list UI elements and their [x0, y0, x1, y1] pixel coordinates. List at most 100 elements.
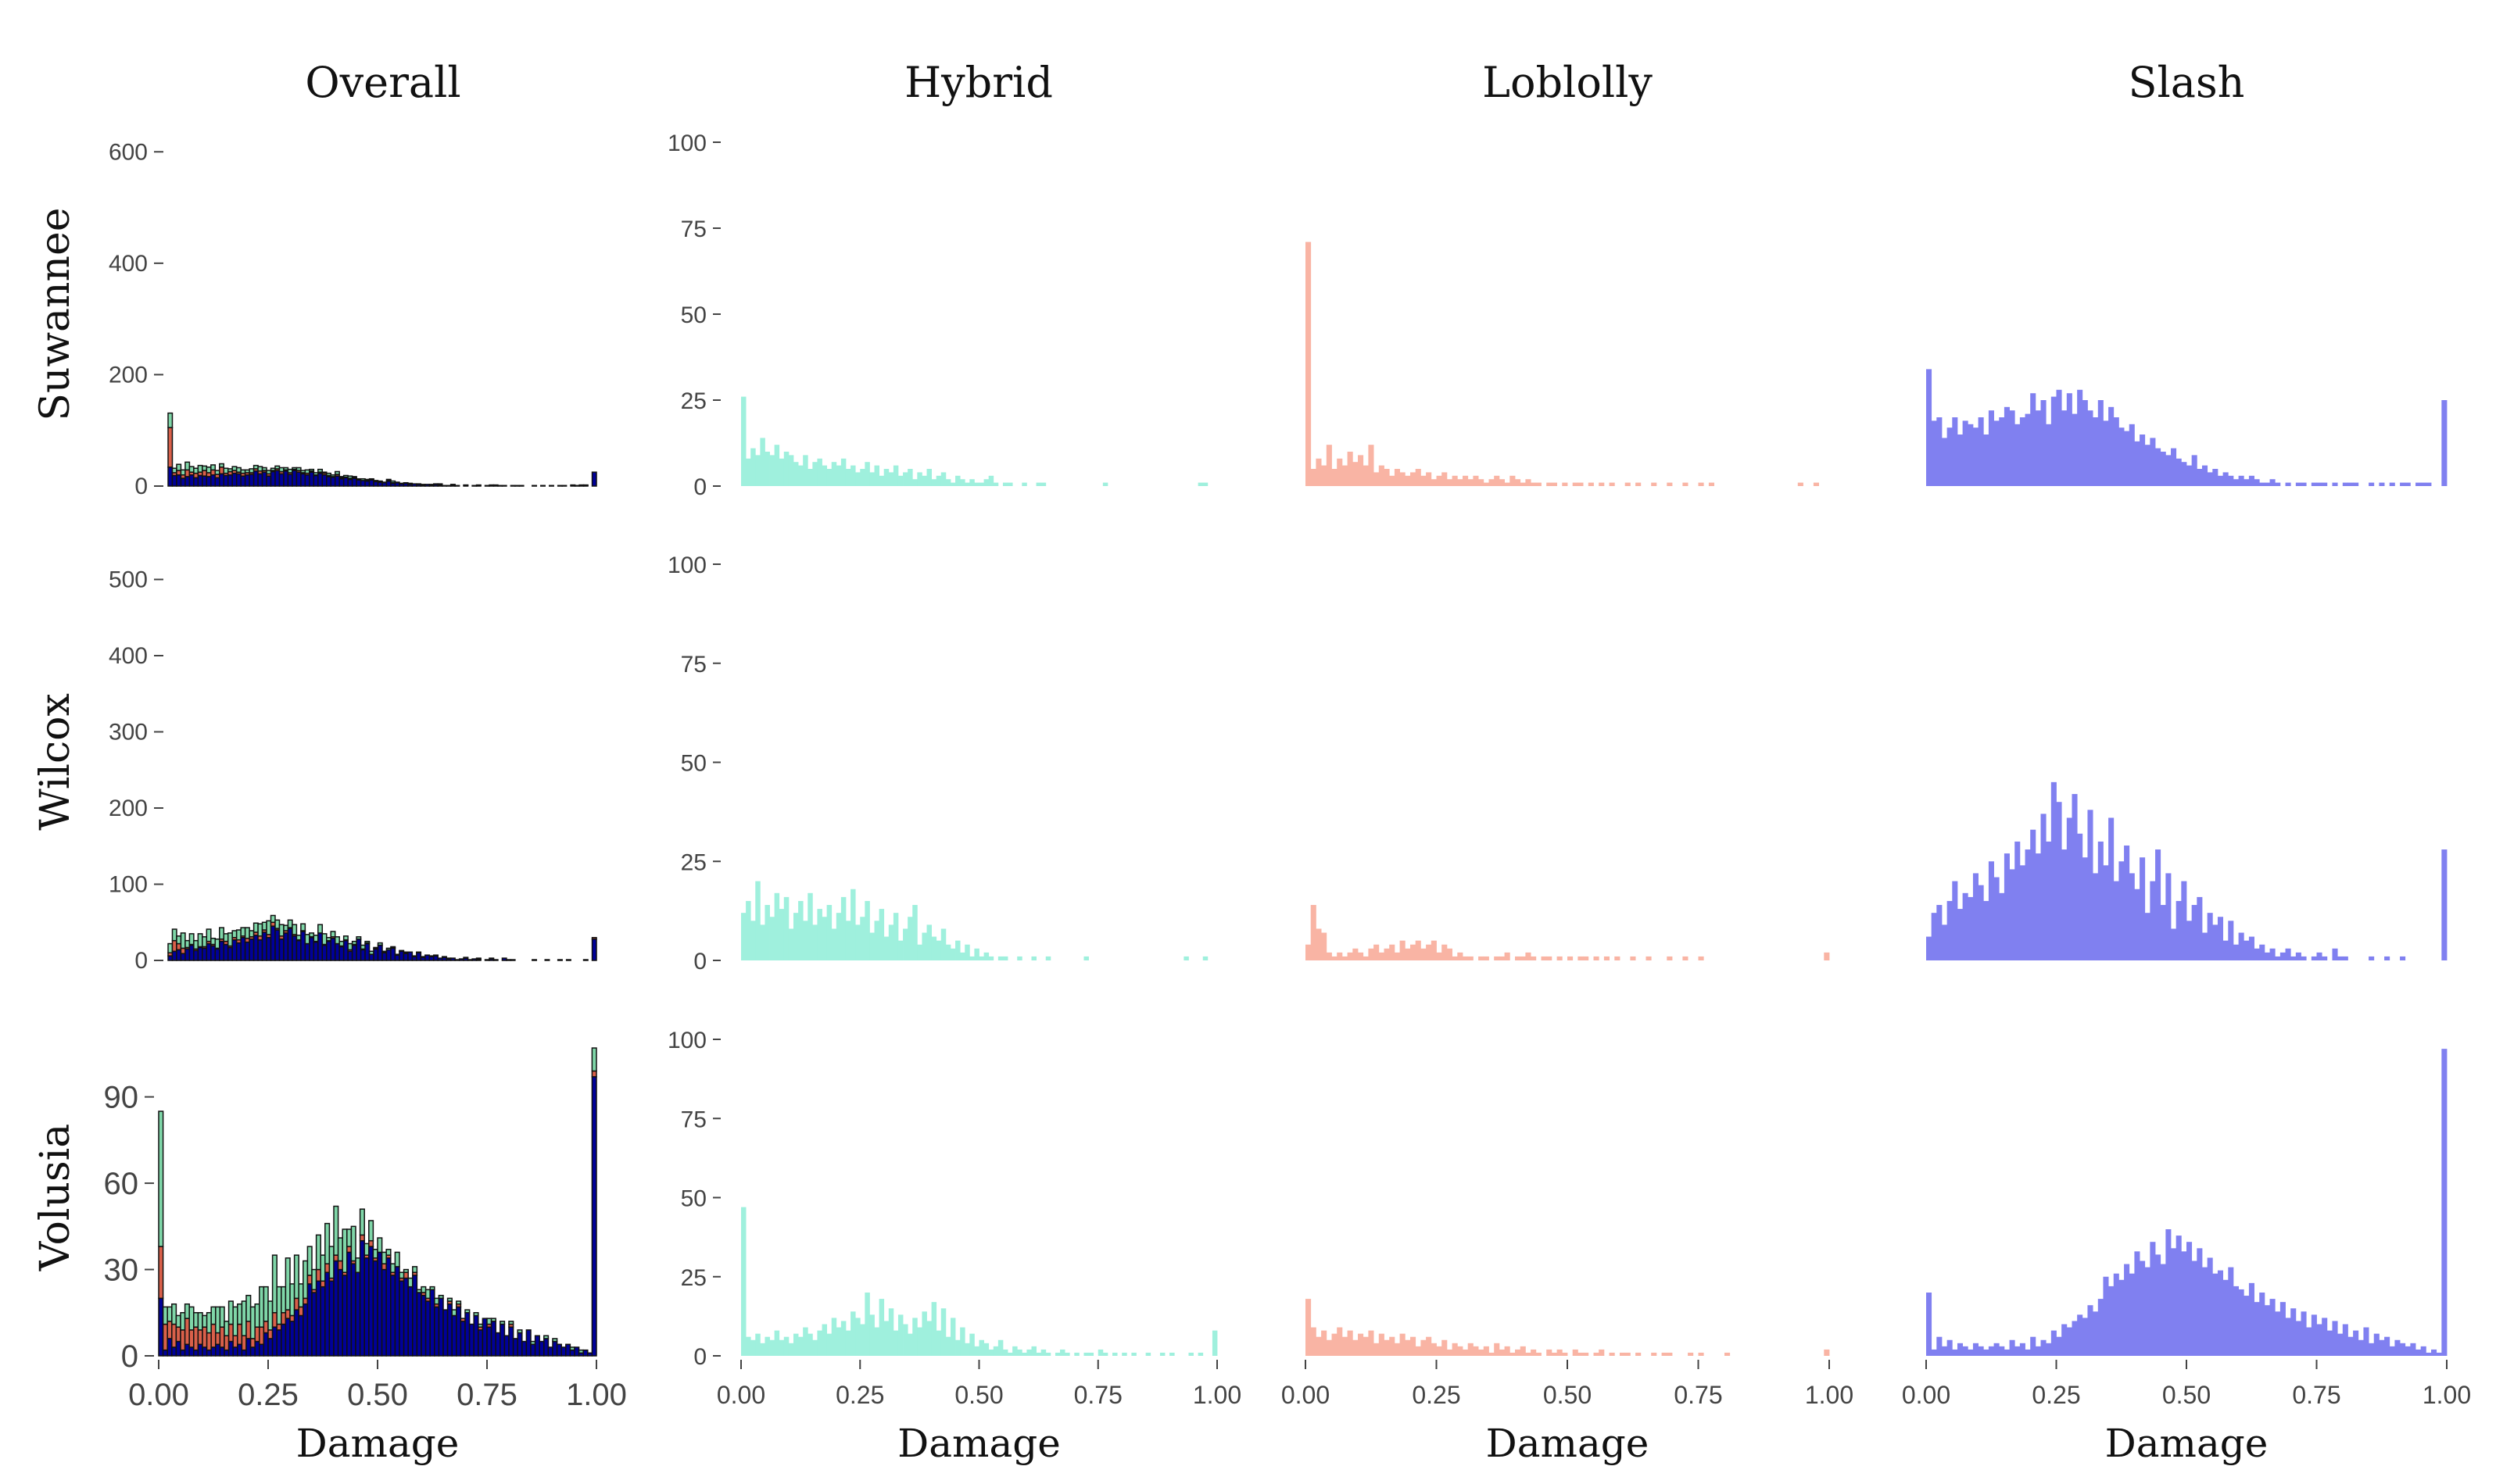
bar-volusia-loblolly-41 [1520, 1346, 1526, 1356]
overall-bar-hybrid-volusia-34 [306, 1246, 313, 1276]
ytick-label-volusia-hybrid-50: 50 [681, 1186, 707, 1212]
ytick-label-suwannee-overall-200: 200 [109, 362, 148, 388]
bar-volusia-loblolly-23 [1426, 1336, 1432, 1356]
overall-bar-slash-wilcox-20 [252, 935, 259, 961]
bar-volusia-slash-43 [2150, 1242, 2156, 1356]
bar-wilcox-loblolly-31 [1467, 956, 1474, 960]
bar-wilcox-slash-63 [2254, 948, 2260, 960]
bar-volusia-loblolly-10 [1358, 1333, 1364, 1356]
bar-wilcox-slash-54 [2207, 913, 2213, 960]
bar-suwannee-slash-32 [2093, 417, 2099, 486]
bar-volusia-slash-6 [1957, 1343, 1964, 1356]
bar-volusia-hybrid-44 [950, 1318, 956, 1356]
overall-bar-slash-volusia-22 [254, 1340, 260, 1357]
bar-volusia-loblolly-22 [1420, 1339, 1427, 1356]
overall-bar-loblolly-volusia-33 [303, 1297, 309, 1305]
overall-bar-hybrid-volusia-82 [517, 1329, 523, 1334]
overall-bar-slash-volusia-91 [556, 1343, 562, 1357]
bar-volusia-slash-89 [2389, 1346, 2395, 1356]
xtick-label-overall-3: 0.75 [457, 1378, 517, 1412]
bar-volusia-hybrid-6 [769, 1339, 775, 1356]
overall-bar-slash-volusia-40 [333, 1260, 339, 1357]
overall-bar-loblolly-volusia-1 [162, 1323, 168, 1351]
bar-wilcox-slash-56 [2217, 917, 2224, 960]
row-labels: Suwannee Wilcox Volusia [32, 207, 79, 1271]
overall-bar-hybrid-volusia-25 [267, 1300, 274, 1331]
overall-bar-hybrid-volusia-29 [285, 1257, 291, 1311]
overall-bar-slash-suwannee-33 [309, 471, 315, 487]
bar-volusia-loblolly-19 [1405, 1339, 1411, 1356]
bar-suwannee-slash-95 [2420, 482, 2426, 486]
bar-wilcox-slash-67 [2275, 956, 2281, 960]
bar-suwannee-loblolly-11 [1363, 465, 1369, 486]
bar-wilcox-slash-49 [2181, 881, 2187, 960]
overall-bar-slash-wilcox-55 [403, 953, 409, 961]
overall-bar-slash-volusia-21 [249, 1346, 256, 1357]
overall-bar-slash-volusia-95 [574, 1346, 580, 1357]
overall-bar-slash-volusia-79 [503, 1335, 510, 1357]
overall-bar-hybrid-volusia-42 [342, 1228, 348, 1273]
overall-bar-slash-volusia-92 [560, 1346, 567, 1357]
bar-wilcox-hybrid-61 [1031, 956, 1037, 960]
bar-volusia-slash-80 [2342, 1324, 2348, 1356]
bar-volusia-slash-52 [2197, 1248, 2203, 1356]
overall-bar-slash-wilcox-6 [193, 949, 199, 961]
bar-suwannee-loblolly-18 [1399, 472, 1406, 486]
overall-bar-loblolly-suwannee-10 [210, 469, 217, 476]
overall-bar-hybrid-volusia-44 [350, 1225, 356, 1262]
bar-volusia-slash-21 [2035, 1346, 2041, 1356]
overall-bar-hybrid-suwannee-24 [270, 467, 276, 471]
ytick-label-wilcox-overall-500: 500 [109, 567, 148, 593]
bar-wilcox-loblolly-22 [1420, 948, 1427, 960]
bar-wilcox-slash-2 [1936, 905, 1943, 960]
bar-suwannee-slash-59 [2233, 479, 2239, 486]
overall-bar-slash-wilcox-41 [342, 939, 349, 961]
overall-bar-slash-suwannee-51 [385, 480, 392, 487]
overall-bar-hybrid-suwannee-51 [385, 478, 392, 481]
bar-wilcox-hybrid-26 [865, 900, 870, 960]
bar-volusia-loblolly-42 [1525, 1352, 1531, 1356]
overall-bar-slash-suwannee-10 [210, 474, 217, 487]
bar-volusia-loblolly-2 [1316, 1336, 1322, 1356]
overall-bar-hybrid-suwannee-56 [407, 482, 414, 485]
overall-bar-hybrid-volusia-4 [175, 1314, 181, 1328]
bar-wilcox-hybrid-28 [874, 921, 880, 960]
bar-wilcox-hybrid-21 [840, 896, 847, 960]
ytick-label-suwannee-overall-600: 600 [109, 139, 148, 165]
overall-bar-slash-suwannee-16 [235, 473, 242, 487]
overall-bar-hybrid-wilcox-19 [249, 930, 255, 938]
ytick-label-wilcox-hybrid-25: 25 [681, 849, 707, 875]
bar-suwannee-loblolly-6 [1337, 458, 1343, 486]
bar-volusia-slash-51 [2191, 1261, 2197, 1356]
overall-bar-hybrid-suwannee-35 [317, 468, 324, 473]
xtick-label-hybrid-2: 0.50 [954, 1381, 1003, 1409]
overall-bar-loblolly-wilcox-2 [176, 942, 182, 951]
overall-bar-hybrid-volusia-61 [424, 1289, 431, 1300]
bar-wilcox-slash-52 [2197, 896, 2203, 960]
bar-volusia-slash-60 [2238, 1289, 2244, 1356]
overall-bar-slash-volusia-75 [486, 1326, 492, 1357]
overall-bar-hybrid-wilcox-61 [428, 955, 435, 957]
bar-suwannee-slash-5 [1952, 417, 1958, 486]
bar-volusia-loblolly-33 [1478, 1349, 1484, 1356]
bar-suwannee-hybrid-46 [960, 479, 965, 486]
bar-suwannee-hybrid-38 [922, 475, 927, 486]
overall-bar-loblolly-volusia-38 [324, 1263, 331, 1273]
overall-bar-slash-wilcox-43 [351, 944, 357, 961]
panel-volusia-slash [1926, 1049, 2448, 1356]
overall-bar-loblolly-suwannee-72 [475, 484, 482, 487]
bar-volusia-hybrid-78 [1112, 1352, 1118, 1356]
overall-bar-loblolly-volusia-46 [359, 1234, 365, 1242]
bar-wilcox-loblolly-14 [1378, 952, 1384, 960]
bar-volusia-hybrid-85 [1145, 1352, 1151, 1356]
bar-wilcox-hybrid-30 [883, 936, 890, 960]
bar-wilcox-slash-66 [2269, 948, 2276, 960]
bar-suwannee-slash-50 [2186, 465, 2193, 486]
overall-bar-slash-suwannee-38 [330, 476, 336, 487]
overall-bar-slash-volusia-99 [591, 1076, 597, 1357]
bar-volusia-slash-50 [2186, 1242, 2193, 1356]
bar-volusia-slash-25 [2056, 1336, 2062, 1356]
bar-suwannee-hybrid-6 [769, 455, 775, 486]
bar-suwannee-slash-30 [2082, 400, 2088, 486]
bar-wilcox-loblolly-53 [1583, 956, 1589, 960]
